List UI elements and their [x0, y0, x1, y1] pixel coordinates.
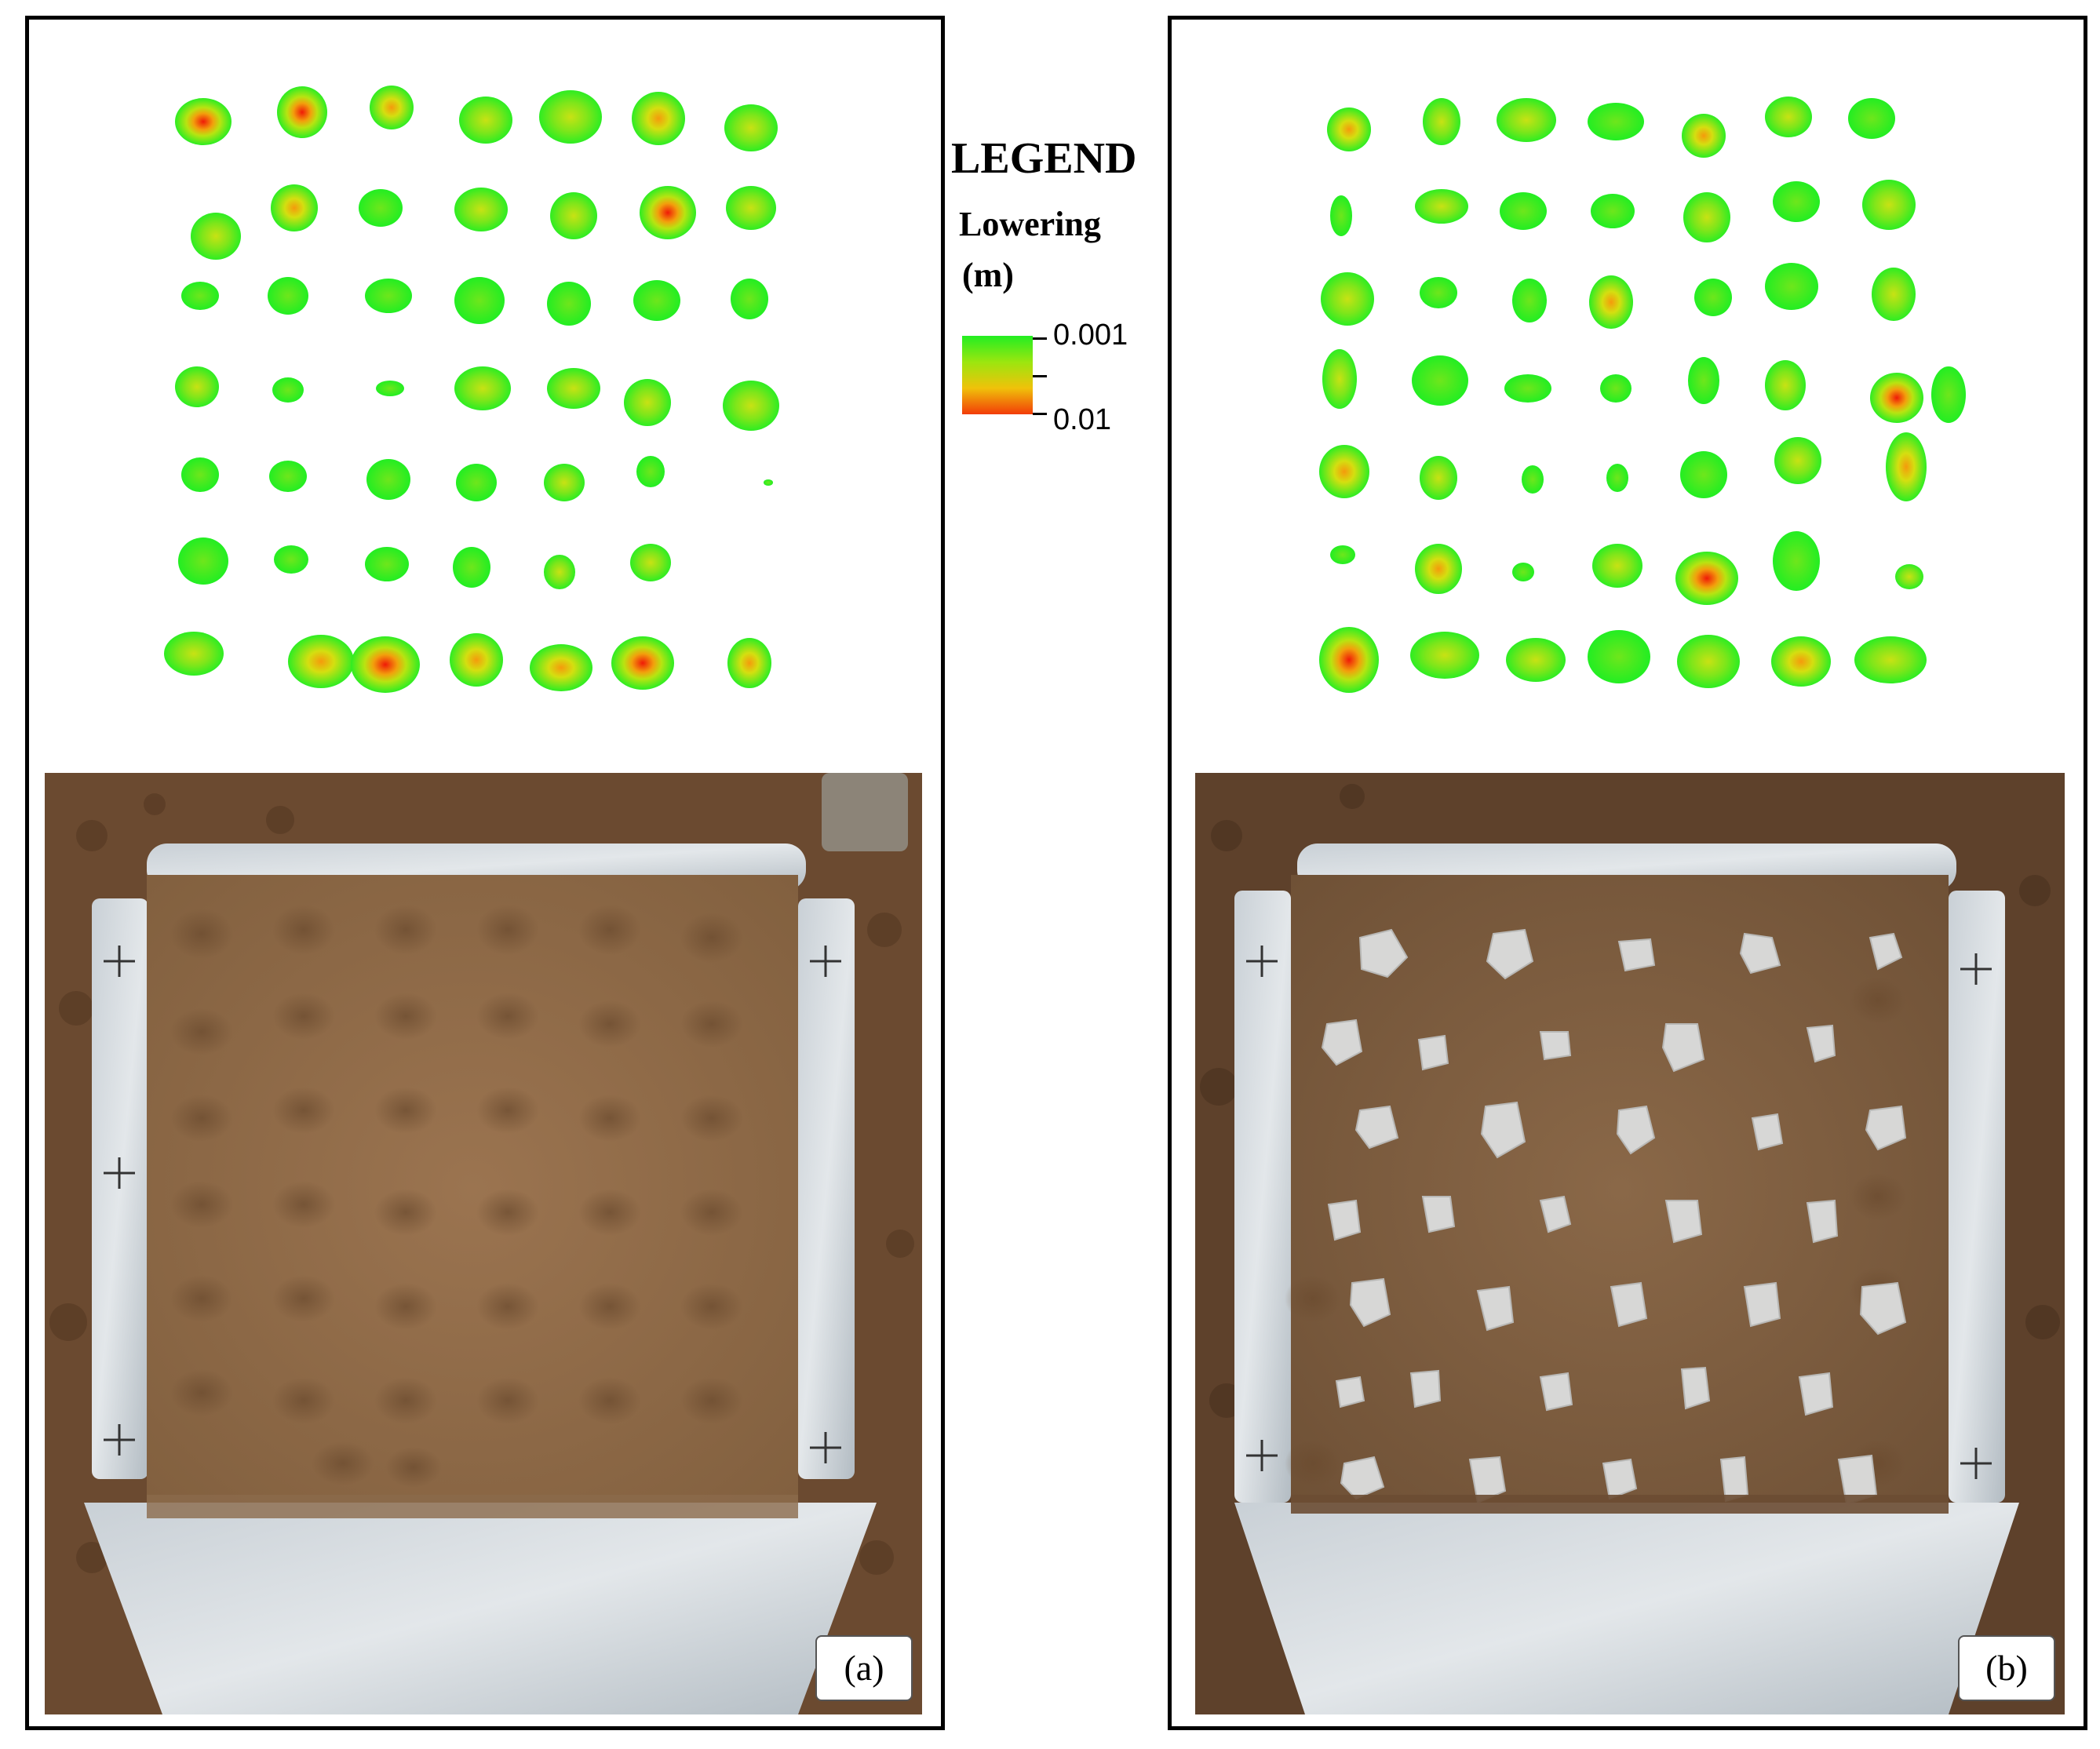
legend-title: LEGEND: [951, 134, 1137, 183]
legend-tick-top: [1033, 337, 1047, 340]
heatmap-blobs-a: [164, 86, 779, 693]
legend-scale-bottom: 0.01: [1053, 403, 1111, 436]
legend-tick-bottom: [1033, 413, 1047, 415]
panel-label-a: (a): [815, 1635, 913, 1701]
legend-variable-label: Lowering: [959, 205, 1101, 243]
panel-b: (b): [1168, 16, 2087, 1730]
panel-a: (a): [25, 16, 945, 1730]
soil-plot-photo-a: [45, 773, 922, 1714]
lowering-heatmap-b: [1319, 97, 1966, 693]
heatmap-blobs-b: [1319, 97, 1966, 693]
legend: LEGEND Lowering (m) 0.001 0.01: [951, 133, 1163, 447]
legend-color-ramp: [962, 336, 1033, 414]
lowering-heatmap-a: [164, 86, 779, 693]
legend-scale-top: 0.001: [1053, 319, 1128, 352]
legend-tick-mid: [1033, 375, 1047, 377]
soil-plot-photo-b: [1195, 773, 2065, 1714]
panel-label-b: (b): [1958, 1635, 2055, 1701]
legend-unit-label: (m): [962, 256, 1014, 294]
stones-b: [1321, 928, 1907, 1506]
